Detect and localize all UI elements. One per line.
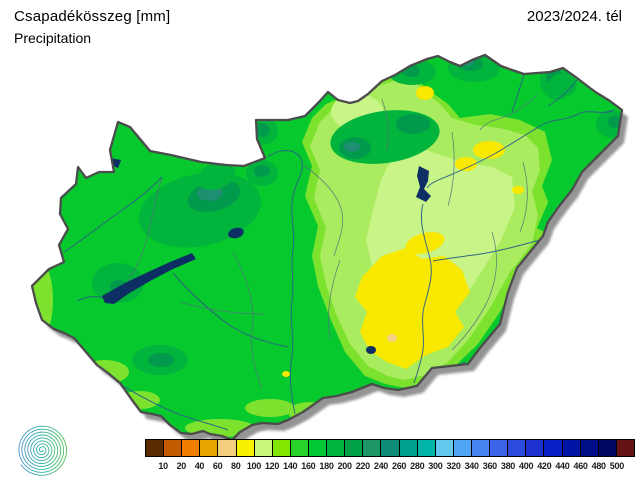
colorbar-tick-280: 280 [410,461,425,471]
colorbar-cell-15 [417,440,436,456]
spiral-logo-icon [18,425,67,476]
page-subtitle: Precipitation [14,30,92,46]
hernad-river [511,73,525,113]
colorbar-cell-11 [345,440,364,456]
yellow-patch-3 [455,157,477,171]
colorbar-tick-200: 200 [337,461,352,471]
colorbar-cell-14 [399,440,418,456]
sio-river [172,272,289,348]
colorbar-cell-5 [236,440,255,456]
country-border [30,53,624,442]
precipitation-fill-layers [32,55,622,440]
colorbar-cell-7 [272,440,291,456]
rivers [63,73,615,431]
colorbar-cell-17 [453,440,472,456]
colorbar-tick-440: 440 [555,461,570,471]
colorbar-cell-26 [616,440,634,456]
lake-south-dot [366,346,376,354]
lake-velence [228,227,244,239]
colorbar-tick-10: 10 [158,461,168,471]
colorbar-tick-80: 80 [231,461,241,471]
colorbar-cell-18 [471,440,491,456]
colorbar-cell-13 [381,440,400,456]
colorbar-tick-500: 500 [609,461,624,471]
colorbar-tick-260: 260 [392,461,407,471]
colorbar-cell-19 [490,440,509,456]
ne-border-medium-patch [549,73,577,97]
colorbar-tick-140: 140 [283,461,298,471]
lake-tisza [416,166,431,202]
period-label: 2023/2024. tél [526,8,622,25]
yellow-patch-4 [512,186,524,194]
colorbar-tick-60: 60 [212,461,223,471]
colorbar-tick-220: 220 [355,461,370,471]
yellow-dot-south [282,371,290,377]
colorbar-cell-3 [200,440,219,456]
vertes-medium-patch [196,161,236,191]
colorbar-cell-1 [164,440,183,456]
colorbar-tick-480: 480 [591,461,606,471]
south-border-light-strip3 [245,399,295,417]
colorbar-cell-24 [580,440,599,456]
spiral-path [18,425,67,476]
colorbar-cell-25 [598,440,617,456]
colorbar-cell-10 [327,440,346,456]
colorbar-tick-20: 20 [176,461,187,471]
danube-river [267,150,303,415]
colorbar-cell-21 [526,440,545,456]
tan-dot [387,334,397,342]
colorbar-labels: 10 20 40 60 80 100 120 140 160 180 200 220 240 260 280… [145,461,637,473]
colorbar [145,439,635,457]
colorbar-cell-4 [218,440,237,456]
colorbar-tick-460: 460 [573,461,588,471]
yellow-patch-2 [473,141,505,159]
pilis-dark-core [254,165,270,177]
colorbar-tick-360: 360 [482,461,497,471]
colorbar-tick-240: 240 [373,461,388,471]
yellow-arm [405,232,445,254]
colorbar-cell-12 [363,440,382,456]
colorbar-tick-160: 160 [301,461,316,471]
drava-river [109,377,229,431]
colorbar-cell-6 [254,440,273,456]
colorbar-tick-320: 320 [446,461,461,471]
south-border-light-strip1 [120,391,160,409]
colorbar-tick-40: 40 [194,461,205,471]
east-border-green-band [537,68,622,234]
colorbar-cell-9 [308,440,328,456]
colorbar-tick-400: 400 [519,461,534,471]
colorbar-cell-0 [146,440,165,456]
colorbar-cell-20 [508,440,527,456]
mecsek-dark-core [148,353,174,367]
colorbar-cell-8 [290,440,309,456]
colorbar-tick-100: 100 [246,461,261,471]
raba-river [63,176,163,253]
colorbar-tick-420: 420 [537,461,552,471]
colorbar-tick-180: 180 [319,461,334,471]
colorbar-cell-23 [562,440,581,456]
colorbar-tick-340: 340 [464,461,479,471]
bodrog-river [547,79,578,107]
lakes [102,158,431,354]
tisza-river-lower [413,203,432,384]
colorbar-tick-120: 120 [264,461,280,471]
colorbar-tick-300: 300 [428,461,443,471]
colorbar-cell-22 [544,440,563,456]
yellow-region-main [355,248,470,369]
page-title: Csapadékösszeg [mm] [14,8,171,25]
cserhat-dark-core [396,114,430,134]
borzsony-dark-core [254,123,270,137]
matra-teal-core [344,142,360,152]
east-tip-dark-dot [608,116,622,128]
colorbar-tick-380: 380 [500,461,516,471]
colorbar-cell-2 [182,440,201,456]
koros-river [432,239,541,262]
yellow-patch-north [416,86,434,100]
tisza-river-upper [426,109,615,189]
colorbar-cell-16 [435,440,454,456]
lake-balaton [102,253,196,304]
